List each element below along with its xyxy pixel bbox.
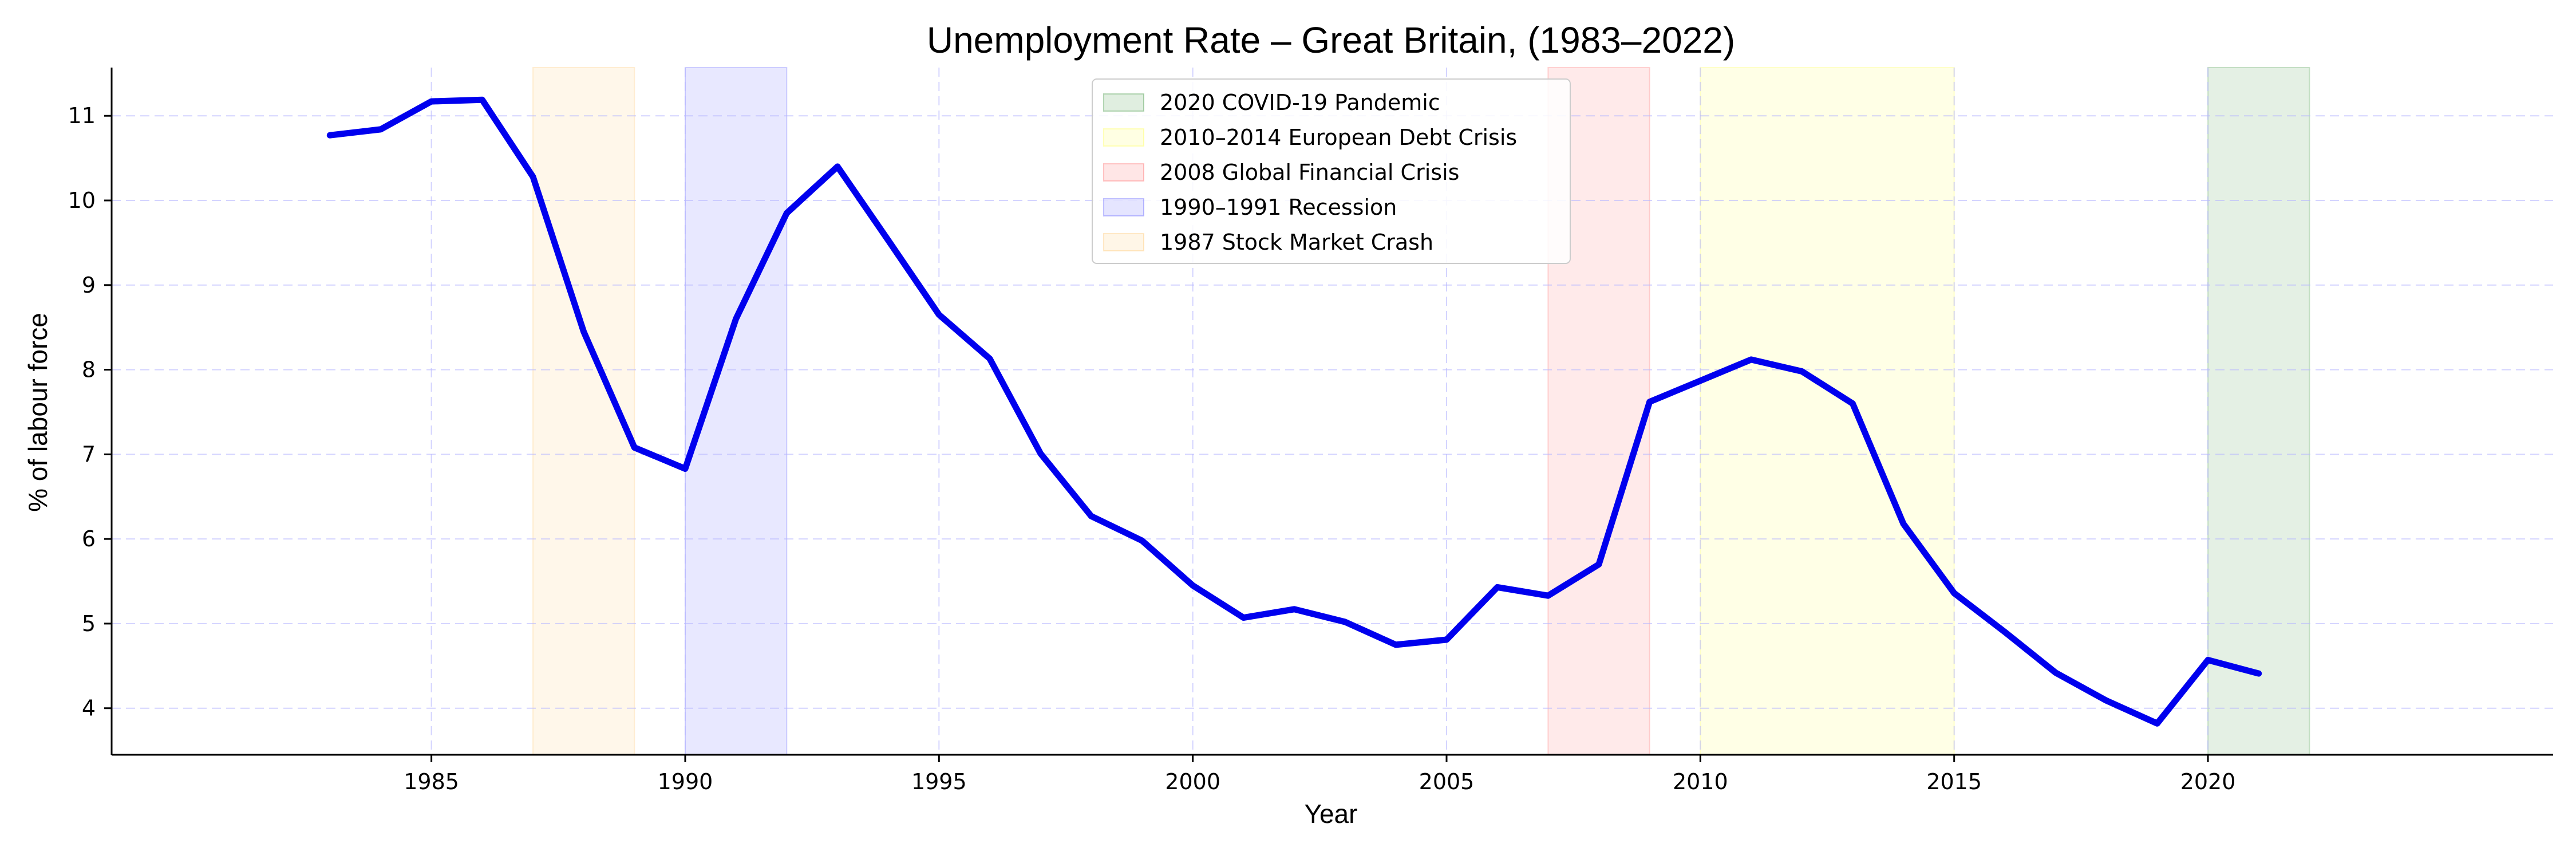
series-line-0 (326, 96, 2262, 727)
x-tick-label-2005: 2005 (1419, 769, 1475, 794)
y-tick-label-9: 9 (82, 273, 96, 298)
y-tick-label-6: 6 (82, 526, 96, 551)
series-layer (326, 96, 2262, 727)
x-tick-label-2020: 2020 (2180, 769, 2236, 794)
x-tick-label-2010: 2010 (1673, 769, 1728, 794)
legend-label-0: 2020 COVID-19 Pandemic (1160, 90, 1440, 115)
ticks: 1985 1990 1995 2000 2005 2010 2015 2020 4 5 6 7 8 9 10… (68, 103, 2236, 794)
shaded-period-0 (2207, 67, 2310, 755)
x-tick-label-1990: 1990 (658, 769, 713, 794)
legend-swatch-0 (1103, 93, 1144, 112)
x-axis-label: Year (1305, 799, 1358, 829)
legend-label-4: 1987 Stock Market Crash (1160, 230, 1433, 255)
legend: 2020 COVID-19 Pandemic 2010–2014 European… (1092, 78, 1571, 264)
x-tick-label-2000: 2000 (1165, 769, 1220, 794)
shaded-period-3 (684, 67, 788, 755)
legend-swatch-4 (1103, 233, 1144, 251)
chart-title: Unemployment Rate – Great Britain, (1983… (927, 19, 1735, 61)
x-tick-label-1985: 1985 (404, 769, 459, 794)
legend-label-1: 2010–2014 European Debt Crisis (1160, 125, 1517, 150)
y-tick-label-7: 7 (82, 442, 96, 467)
y-tick-label-8: 8 (82, 357, 96, 383)
y-axis-label: % of labour force (23, 313, 53, 512)
grid (112, 68, 2553, 755)
axes (110, 68, 2553, 756)
x-tick-label-2015: 2015 (1926, 769, 1982, 794)
legend-label-2: 2008 Global Financial Crisis (1160, 160, 1459, 185)
y-tick-label-5: 5 (82, 611, 96, 636)
legend-swatch-1 (1103, 128, 1144, 147)
x-tick-label-1995: 1995 (911, 769, 967, 794)
legend-label-3: 1990–1991 Recession (1160, 195, 1397, 220)
y-tick-label-4: 4 (82, 696, 96, 721)
legend-swatch-2 (1103, 163, 1144, 182)
y-tick-label-11: 11 (68, 103, 96, 128)
y-tick-label-10: 10 (68, 188, 96, 213)
legend-swatch-3 (1103, 198, 1144, 216)
legend-frame (1092, 78, 1571, 264)
shaded-period-1 (1700, 67, 1955, 755)
